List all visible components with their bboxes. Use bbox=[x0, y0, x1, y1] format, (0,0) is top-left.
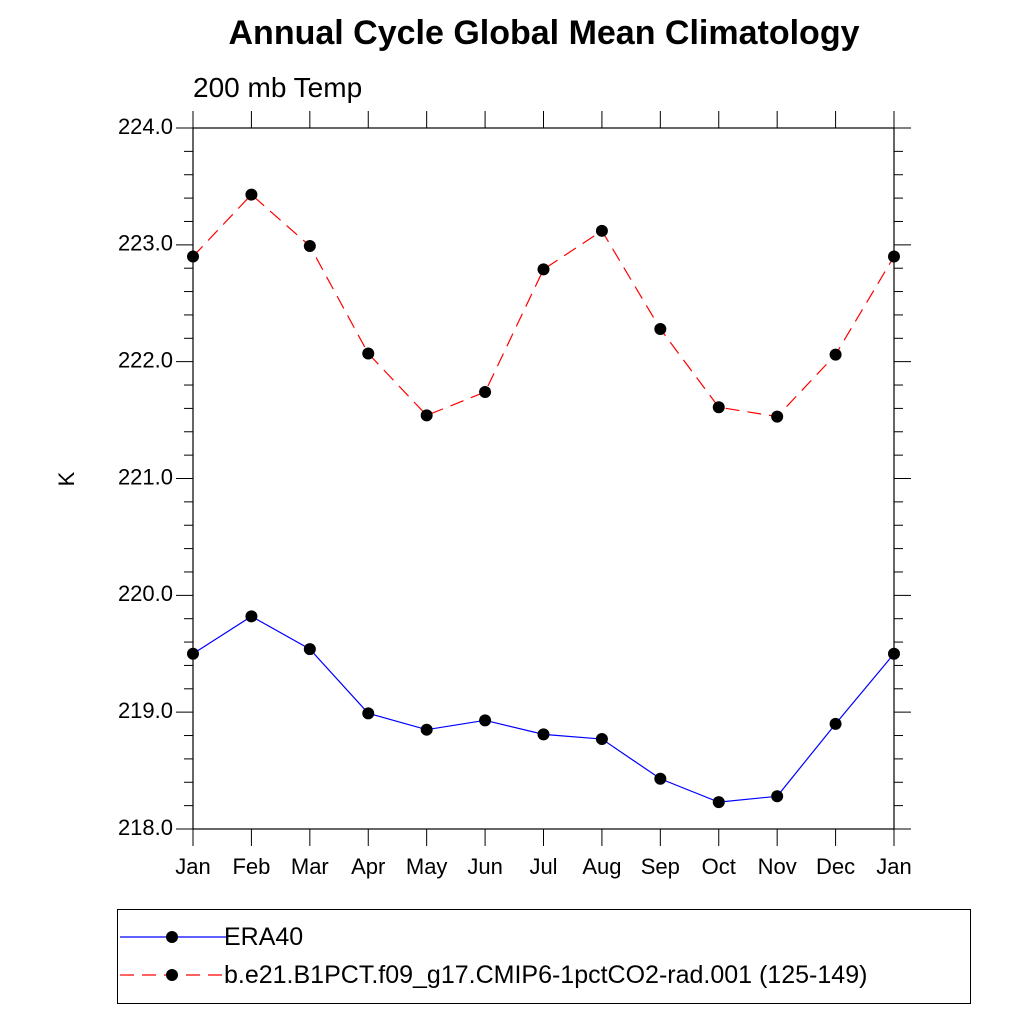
x-tick-label: Aug bbox=[582, 854, 621, 879]
x-tick-label: Nov bbox=[758, 854, 797, 879]
legend-symbol-solid bbox=[120, 931, 228, 943]
series-0-point bbox=[303, 643, 316, 656]
x-tick-label: Jan bbox=[876, 854, 911, 879]
y-tick-label: 221.0 bbox=[118, 464, 173, 489]
y-tick-label: 223.0 bbox=[118, 231, 173, 256]
series-0-point bbox=[829, 717, 842, 730]
series-1-point bbox=[654, 322, 667, 335]
x-tick-label: Jun bbox=[467, 854, 502, 879]
series-0-point bbox=[712, 796, 725, 809]
series-1-point bbox=[420, 409, 433, 422]
series-0-point bbox=[479, 714, 492, 727]
series-1-point bbox=[245, 188, 258, 201]
series-1-point bbox=[537, 263, 550, 276]
y-tick-label: 224.0 bbox=[118, 114, 173, 139]
x-tick-label: Apr bbox=[351, 854, 385, 879]
series-1-point bbox=[303, 240, 316, 253]
series-0-point bbox=[187, 647, 199, 660]
series-line-0 bbox=[192, 615, 895, 803]
y-tick-label: 220.0 bbox=[118, 581, 173, 606]
legend-label-era40: ERA40 bbox=[224, 923, 304, 951]
legend-label-model: b.e21.B1PCT.f09_g17.CMIP6-1pctCO2-rad.00… bbox=[224, 961, 868, 989]
chart-subtitle: 200 mb Temp bbox=[193, 72, 363, 103]
series-1-point bbox=[187, 250, 199, 263]
series-1-point bbox=[888, 250, 900, 263]
series-1-point bbox=[479, 386, 492, 399]
series-1-point bbox=[829, 348, 842, 361]
x-tick-label: Feb bbox=[232, 854, 270, 879]
x-tick-label: Oct bbox=[702, 854, 736, 879]
y-tick-label: 218.0 bbox=[118, 815, 173, 840]
series-0-point bbox=[537, 728, 550, 741]
legend-symbol-dashed bbox=[120, 969, 228, 981]
series-0-point bbox=[420, 723, 433, 736]
plot-area: 218.0 219.0 220.0 221.0 222.0 223.0 224.0 Jan Fe… bbox=[54, 111, 912, 879]
legend-item-era40: ERA40 bbox=[118, 920, 970, 956]
series-1-point bbox=[712, 401, 725, 414]
series-line-1 bbox=[192, 193, 895, 418]
x-tick-label: Jan bbox=[175, 854, 210, 879]
series-1-point bbox=[771, 410, 784, 423]
x-tick-label: Sep bbox=[641, 854, 680, 879]
y-axis-label: K bbox=[54, 471, 79, 486]
legend-item-model: b.e21.B1PCT.f09_g17.CMIP6-1pctCO2-rad.00… bbox=[118, 958, 970, 994]
legend: ERA40 b.e21.B1PCT.f09_g17.CMIP6-1pctCO2-… bbox=[117, 909, 971, 1004]
series-0-point bbox=[245, 610, 258, 623]
series-0-point bbox=[771, 790, 784, 803]
series-0-point bbox=[654, 772, 667, 785]
x-tick-label: May bbox=[406, 854, 448, 879]
series-0-point bbox=[362, 707, 375, 720]
plot-frame bbox=[192, 127, 895, 830]
series-1-point bbox=[362, 347, 375, 360]
y-tick-label: 219.0 bbox=[118, 698, 173, 723]
series-0-point bbox=[888, 647, 900, 660]
series-1-point bbox=[595, 224, 608, 237]
series-0-point bbox=[595, 733, 608, 746]
x-tick-label: Mar bbox=[291, 854, 329, 879]
x-tick-label: Jul bbox=[529, 854, 557, 879]
y-tick-label: 222.0 bbox=[118, 347, 173, 372]
chart-title: Annual Cycle Global Mean Climatology bbox=[228, 14, 860, 52]
x-tick-label: Dec bbox=[816, 854, 855, 879]
